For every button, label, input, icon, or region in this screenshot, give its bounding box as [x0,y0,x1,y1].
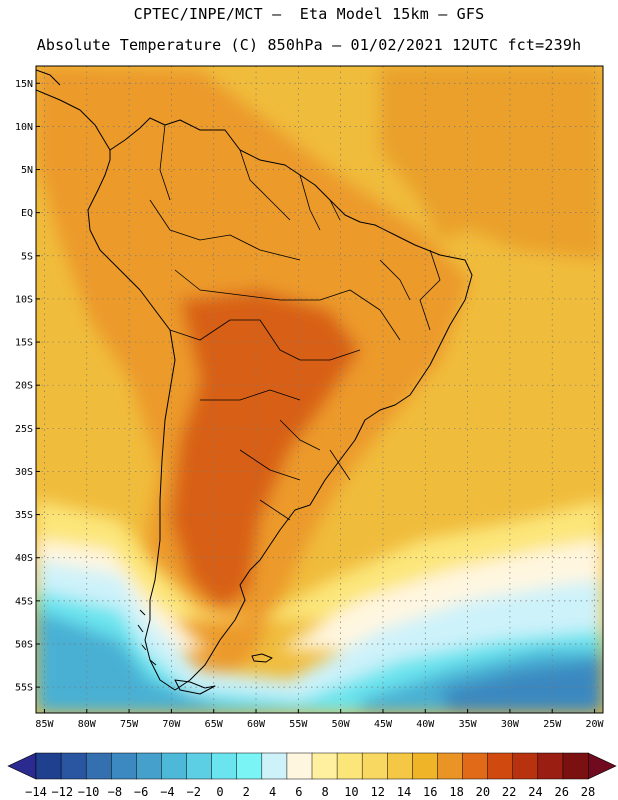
colorbar-swatch [487,752,514,780]
colorbar: −14 −12 −10 −8 −6 −4 −2 0 2 4 6 8 10 12 14 16 18 20 22 24 26… [7,752,617,799]
lon-tick-label: 50W [332,719,351,730]
colorbar-label: 10 [344,785,358,799]
lat-tick-label: 55S [15,683,33,694]
title-line-1: CPTEC/INPE/MCT – Eta Model 15km – GFS [133,5,485,23]
colorbar-swatch [462,752,489,780]
colorbar-swatch [562,752,589,780]
chilean-islands [137,609,157,666]
lon-tick-label: 55W [289,719,308,730]
lat-tick-label: 25S [15,424,33,435]
colorbar-label: 28 [581,785,595,799]
temperature-field [36,66,603,713]
colorbar-label: 18 [449,785,463,799]
coastlines-and-borders [36,69,473,695]
colorbar-swatch [437,752,464,780]
colorbar-label: 26 [554,785,568,799]
colorbar-label: 14 [397,785,411,799]
colorbar-swatch [387,752,413,780]
colorbar-swatch [35,752,62,780]
lat-tick-label: 15S [15,338,33,349]
colorbar-swatch [412,752,439,780]
lon-tick-label: 20W [586,719,605,730]
lat-tick-label: 5N [21,165,33,176]
central-america-coastline [36,69,111,151]
colorbar-swatch [60,752,87,780]
lat-tick-label: 15N [15,79,33,90]
lon-tick-label: 45W [374,719,393,730]
colorbar-swatch [111,752,137,780]
lat-tick-label: EQ [21,208,33,219]
lon-tick-label: 30W [501,719,520,730]
south-america-coastline [87,117,473,691]
country-borders [149,124,441,521]
lon-tick-label: 85W [35,719,54,730]
lon-tick-label: 65W [205,719,224,730]
tierra-del-fuego [174,679,216,695]
colorbar-swatch [261,752,288,780]
lat-tick-label: 5S [21,251,33,262]
colorbar-label: 20 [476,785,490,799]
lon-tick-label: 35W [459,719,478,730]
lat-tick-label: 20S [15,381,33,392]
colorbar-swatch [136,752,163,780]
colorbar-swatch [311,752,338,780]
colorbar-swatch [186,752,213,780]
colorbar-over-arrow [587,752,617,780]
colorbar-label: 12 [370,785,384,799]
colorbar-label: −14 [25,785,47,799]
colorbar-swatch [512,752,539,780]
axis-tick-labels: 15N 10N 5N EQ 5S 10S 15S 20S 25S 30S 35S 40S 45S 50S 5… [15,79,605,730]
lat-tick-label: 10S [15,294,33,305]
colorbar-label: −12 [51,785,73,799]
falkland-islands [251,653,273,663]
colorbar-label: −4 [160,785,174,799]
colorbar-swatch [336,752,363,780]
colorbar-label: 8 [322,785,329,799]
lat-tick-label: 35S [15,510,33,521]
lat-tick-label: 40S [15,553,33,564]
lat-tick-label: 10N [15,122,33,133]
title-line-2: Absolute Temperature (C) 850hPa – 01/02/… [36,36,582,54]
equatorial-warm-ocean [380,66,603,260]
lon-tick-label: 40W [416,719,435,730]
colorbar-swatch [361,752,388,780]
lat-tick-label: 50S [15,639,33,650]
colorbar-label: 2 [243,785,250,799]
lon-tick-label: 75W [120,719,139,730]
colorbar-label: 4 [269,785,276,799]
lon-tick-label: 80W [78,719,97,730]
colorbar-under-arrow [7,752,37,780]
colorbar-swatch [85,752,112,780]
colorbar-label: 16 [423,785,437,799]
lon-tick-label: 70W [162,719,181,730]
colorbar-label: 6 [295,785,302,799]
map-frame [35,65,604,714]
colorbar-swatch [236,752,263,780]
hot-core-field [170,290,360,610]
lon-tick-label: 60W [247,719,266,730]
colorbar-swatch [161,752,188,780]
colorbar-swatch [286,752,313,780]
colorbar-label: −8 [108,785,122,799]
colorbar-swatch [211,752,238,780]
colorbar-swatch [537,752,564,780]
colorbar-label: 24 [528,785,542,799]
colorbar-label: −6 [134,785,148,799]
colorbar-label: −2 [186,785,200,799]
lon-tick-label: 25W [543,719,562,730]
cold-deep-ocean-field [440,660,603,713]
lat-tick-label: 45S [15,596,33,607]
colorbar-label: 0 [216,785,223,799]
lat-tick-label: 30S [15,467,33,478]
colorbar-label: 22 [502,785,516,799]
gridlines [36,66,603,713]
colorbar-label: −10 [78,785,100,799]
